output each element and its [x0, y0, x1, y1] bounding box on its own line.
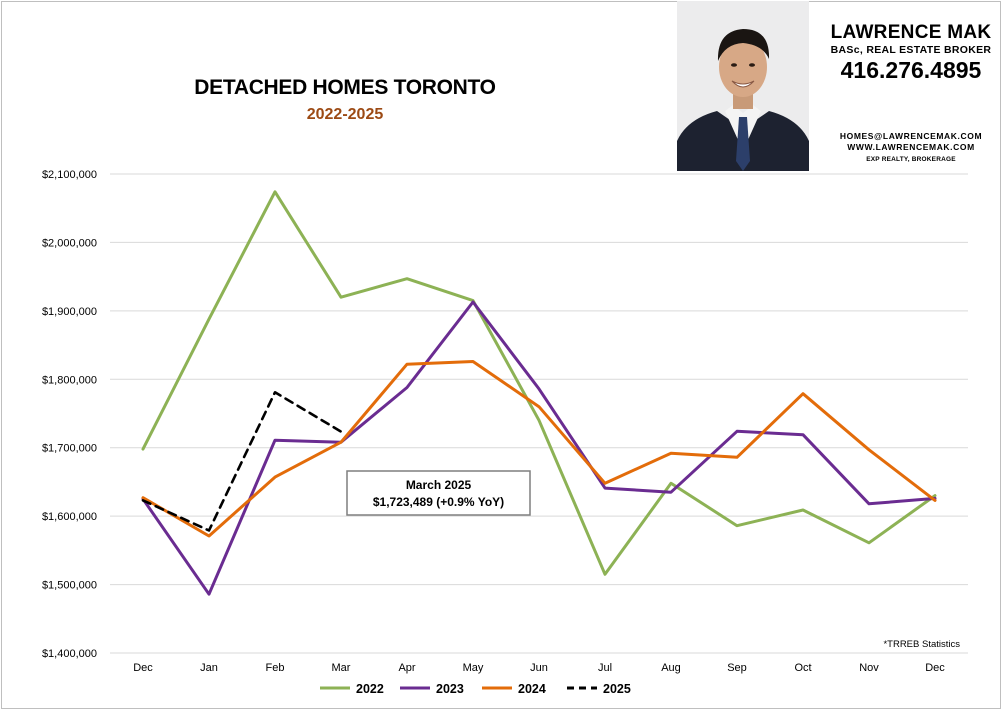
agent-phone: 416.276.4895 [840, 57, 982, 83]
callout-line1: March 2025 [406, 478, 472, 492]
gridlines [110, 173, 968, 654]
x-tick-label: Apr [398, 662, 415, 674]
x-tick-label: Feb [266, 662, 285, 674]
legend: 2022 2023 2024 2025 [320, 682, 631, 696]
series-line-2025 [141, 390, 343, 532]
y-tick-label: $1,500,000 [42, 580, 97, 592]
x-tick-label: Jul [598, 662, 612, 674]
series-line-2022 [141, 190, 937, 576]
agent-brokerage: EXP REALTY, BROKERAGE [866, 156, 956, 163]
y-tick-label: $1,600,000 [42, 511, 97, 523]
series-lines [141, 190, 937, 596]
agent-portrait-image [677, 1, 809, 171]
y-tick-label: $1,900,000 [42, 306, 97, 318]
x-tick-label: May [463, 662, 484, 674]
series-line-2024 [141, 360, 937, 538]
legend-label-2023: 2023 [436, 682, 464, 696]
legend-label-2022: 2022 [356, 682, 384, 696]
y-tick-label: $1,400,000 [42, 648, 97, 660]
annotation-callout: March 2025 $1,723,489 (+0.9% YoY) [346, 470, 531, 516]
y-tick-label: $2,100,000 [42, 169, 97, 181]
series-line-2023 [141, 300, 937, 596]
callout-box [346, 470, 531, 516]
agent-title: BASc, REAL ESTATE BROKER [830, 44, 992, 56]
x-tick-label: Jun [530, 662, 548, 674]
x-tick-label: Aug [661, 662, 681, 674]
legend-label-2025: 2025 [603, 682, 631, 696]
callout-line2: $1,723,489 (+0.9% YoY) [373, 495, 504, 509]
y-tick-label: $2,000,000 [42, 237, 97, 249]
agent-website: WWW.LAWRENCEMAK.COM [847, 142, 975, 152]
chart-title: DETACHED HOMES TORONTO [194, 76, 496, 99]
y-tick-label: $1,800,000 [42, 374, 97, 386]
agent-name: LAWRENCE MAK [830, 22, 992, 43]
x-tick-label: Sep [727, 662, 747, 674]
legend-label-2024: 2024 [518, 682, 546, 696]
x-tick-label: Mar [332, 662, 351, 674]
agent-email: HOMES@LAWRENCEMAK.COM [839, 131, 983, 141]
x-tick-label: Nov [859, 662, 879, 674]
x-axis-ticks: Dec Jan Feb Mar Apr May Jun Jul Aug Sep Oct Nov Dec [133, 662, 945, 674]
x-tick-label: Oct [794, 662, 811, 674]
y-axis-ticks: $1,400,000 $1,500,000 $1,600,000 $1,700,000… [42, 169, 97, 660]
x-tick-label: Jan [200, 662, 218, 674]
source-footnote: *TRREB Statistics [883, 639, 960, 650]
agent-photo [677, 1, 809, 171]
chart-subtitle: 2022-2025 [306, 106, 384, 123]
y-tick-label: $1,700,000 [42, 443, 97, 455]
x-tick-label: Dec [925, 662, 945, 674]
x-tick-label: Dec [133, 662, 153, 674]
